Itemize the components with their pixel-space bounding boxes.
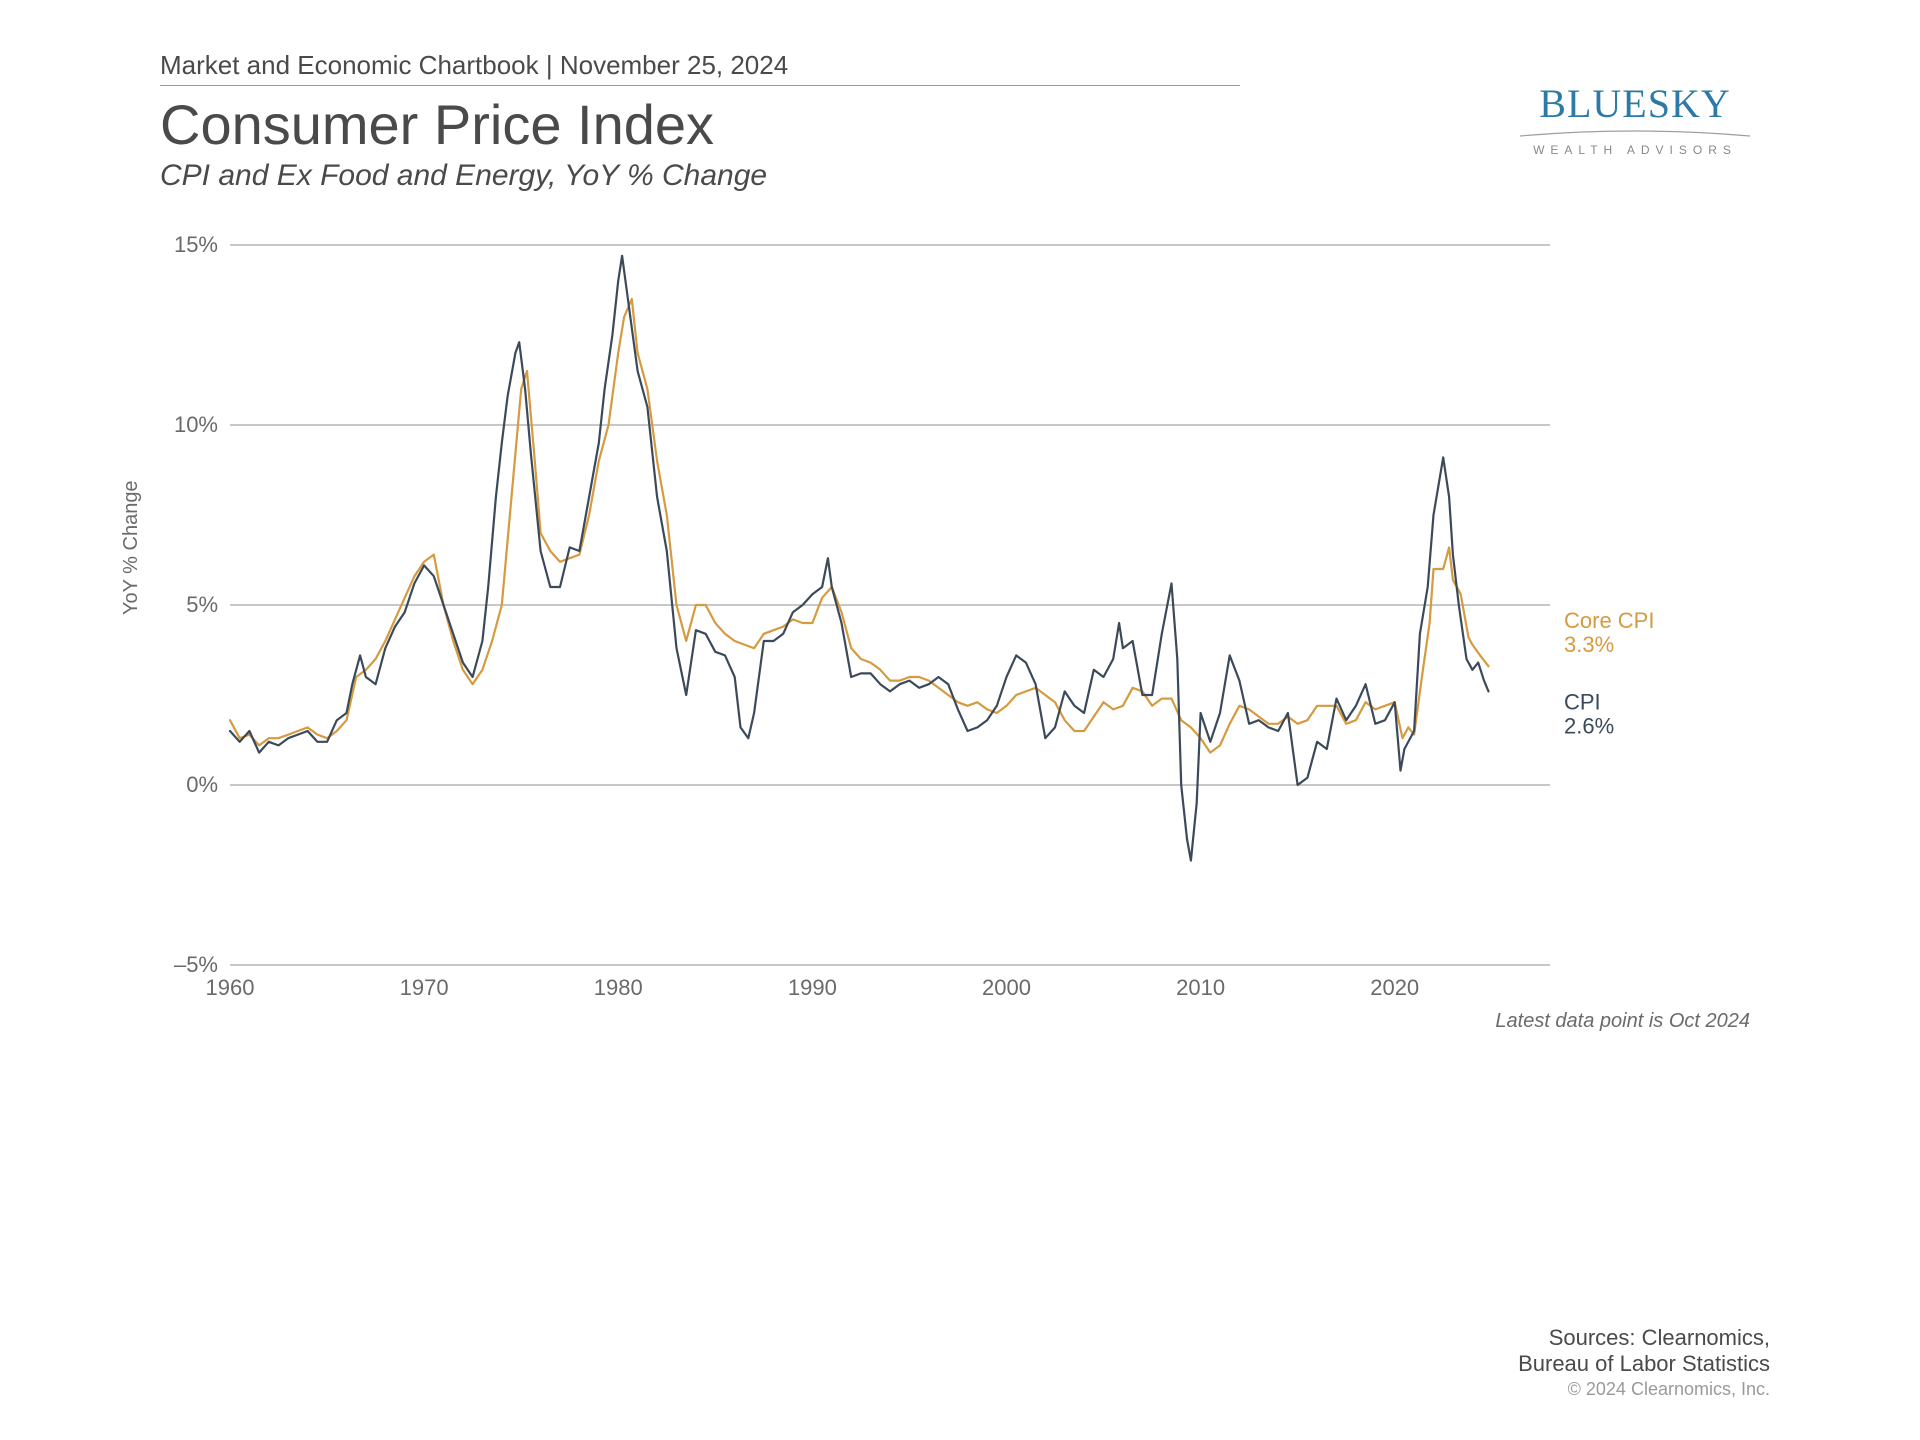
svg-text:1980: 1980 [594, 975, 643, 995]
y-axis-label: YoY % Change [120, 480, 143, 615]
svg-text:Core CPI: Core CPI [1564, 608, 1654, 633]
source-line-2: Bureau of Labor Statistics [1518, 1351, 1770, 1377]
cpi-chart: YoY % Change –5%0%5%10%15%19601970198019… [160, 235, 1760, 995]
svg-text:1990: 1990 [788, 975, 837, 995]
svg-text:5%: 5% [186, 592, 218, 617]
svg-text:10%: 10% [174, 412, 218, 437]
svg-text:2020: 2020 [1370, 975, 1419, 995]
svg-text:2010: 2010 [1176, 975, 1225, 995]
svg-text:1960: 1960 [206, 975, 255, 995]
chart-footnote: Latest data point is Oct 2024 [1495, 1010, 1750, 1033]
svg-text:2.6%: 2.6% [1564, 713, 1614, 738]
chart-svg: –5% 0% 5% 10% 15% 1960 1970 1980 1990 2000 2010 202… [160, 235, 1760, 995]
svg-text:1970: 1970 [400, 975, 449, 995]
svg-text:0%: 0% [186, 772, 218, 797]
page-subtitle: CPI and Ex Food and Energy, YoY % Change [160, 159, 1760, 193]
svg-text:–5%: –5% [174, 952, 218, 977]
svg-text:15%: 15% [174, 235, 218, 257]
svg-text:CPI: CPI [1564, 689, 1601, 714]
source-attribution: Sources: Clearnomics, Bureau of Labor St… [1518, 1325, 1770, 1400]
brand-logo: BLUESKY WEALTH ADVISORS [1520, 80, 1750, 157]
copyright: © 2024 Clearnomics, Inc. [1518, 1379, 1770, 1400]
brand-logo-subtext: WEALTH ADVISORS [1520, 143, 1750, 157]
svg-text:2000: 2000 [982, 975, 1031, 995]
chartbook-header: Market and Economic Chartbook | November… [160, 50, 1240, 86]
brand-logo-swoosh-icon [1520, 130, 1750, 138]
brand-logo-text: BLUESKY [1520, 80, 1750, 127]
svg-text:3.3%: 3.3% [1564, 632, 1614, 657]
source-line-1: Sources: Clearnomics, [1518, 1325, 1770, 1351]
